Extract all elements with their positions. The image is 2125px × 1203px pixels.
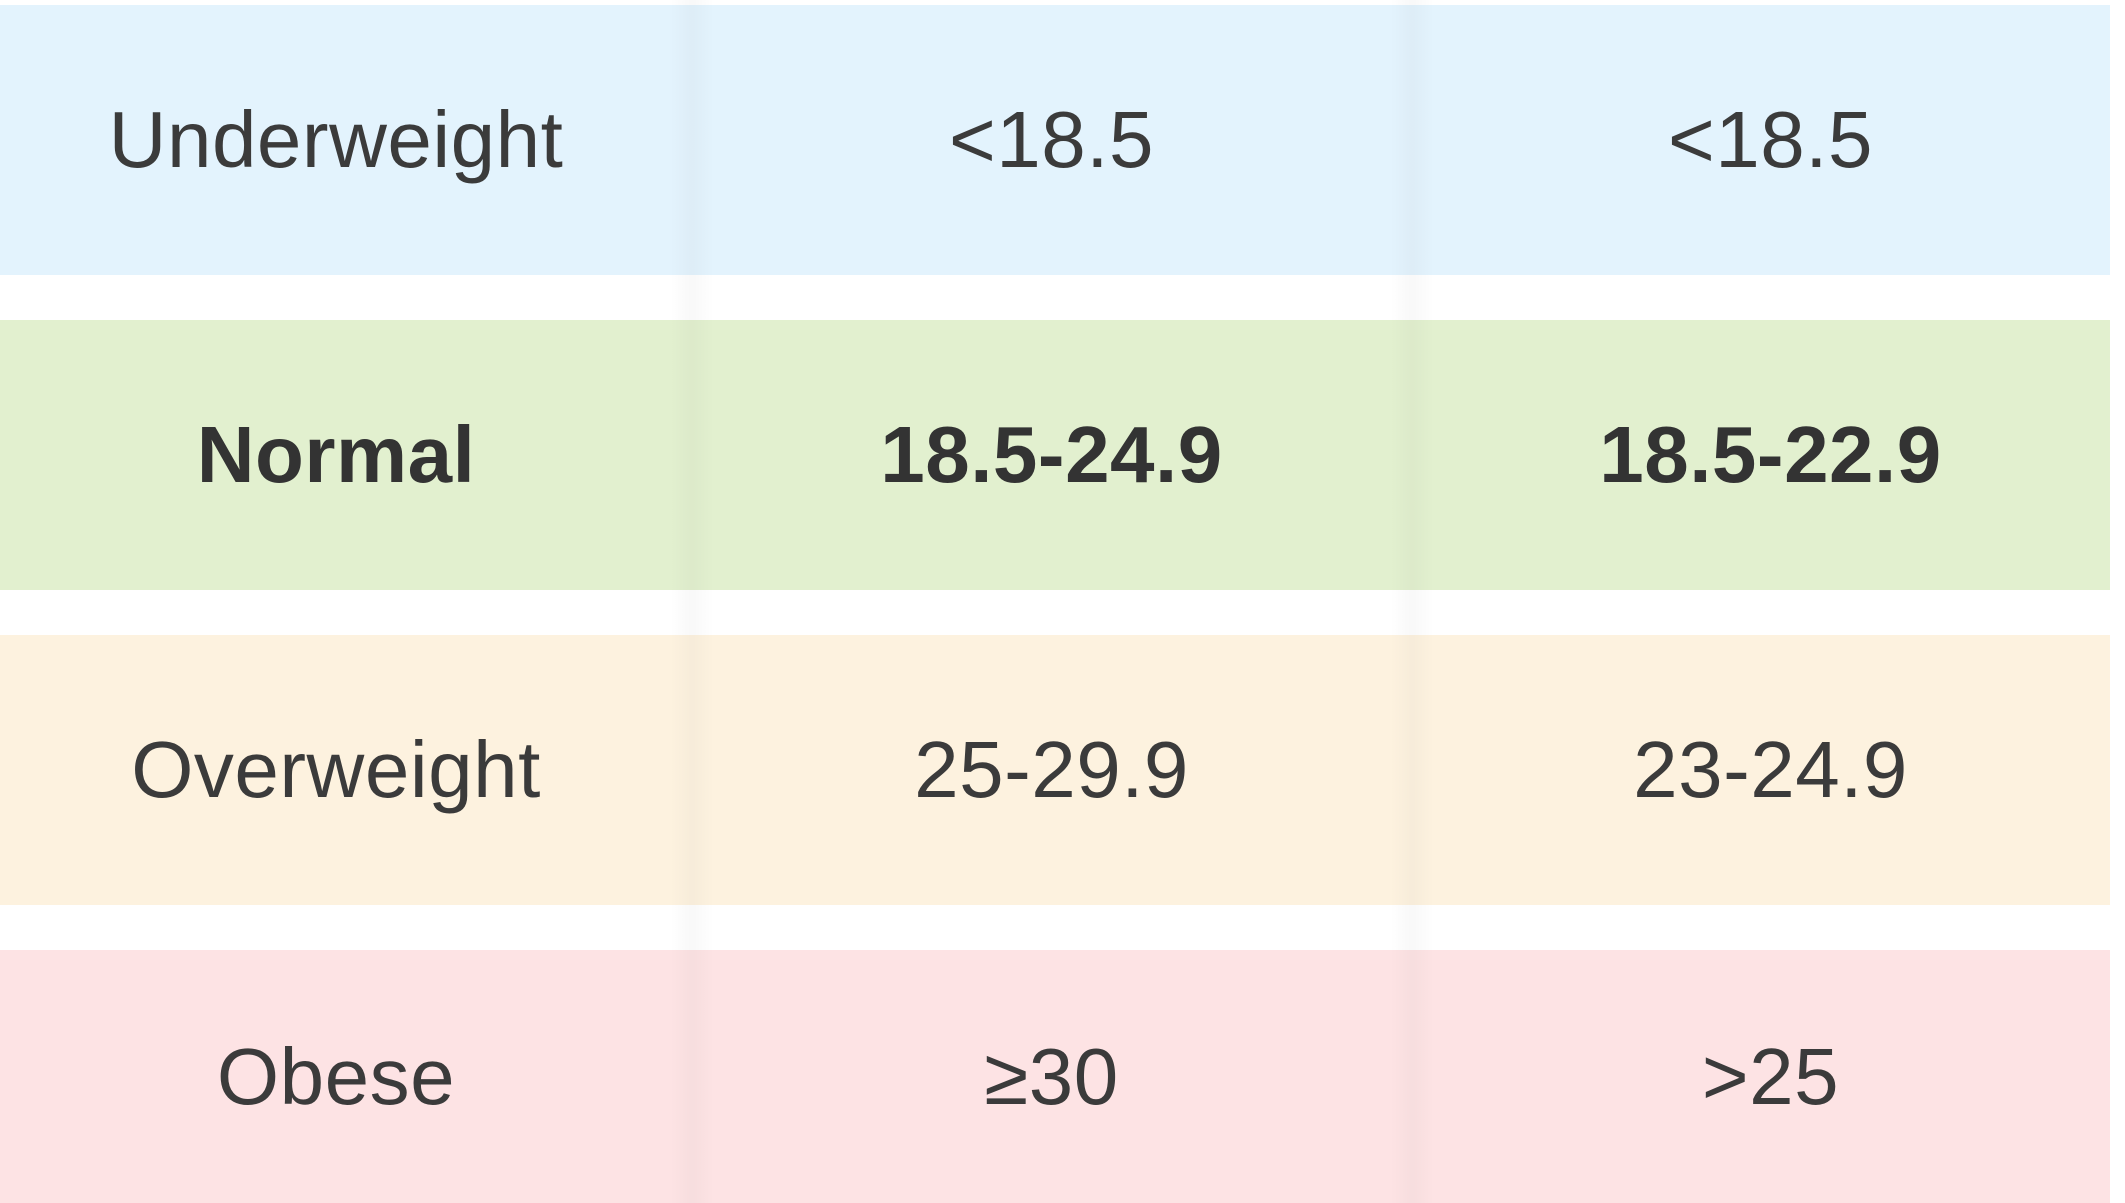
value-cell: <18.5 <box>1668 95 1873 184</box>
value-cell: 25-29.9 <box>914 725 1189 814</box>
table-row-obese: Obese ≥30 >25 <box>0 950 2110 1203</box>
category-cell: Obese <box>216 1031 456 1121</box>
table-row-underweight: Underweight <18.5 <18.5 <box>0 5 2110 275</box>
value-cell: 18.5-24.9 <box>880 410 1223 499</box>
column-gap <box>672 635 713 905</box>
value-cell: 18.5-22.9 <box>1599 410 1942 499</box>
column-gap <box>672 950 713 1203</box>
value-cell: 23-24.9 <box>1633 725 1908 814</box>
column-gap <box>672 5 713 275</box>
value-cell: <18.5 <box>949 95 1154 184</box>
table-row-overweight: Overweight 25-29.9 23-24.9 <box>0 635 2110 905</box>
column-gap <box>1390 950 1431 1203</box>
value-cell: ≥30 <box>984 1031 1119 1121</box>
column-gap <box>1390 635 1431 905</box>
category-cell: Underweight <box>108 95 564 184</box>
category-cell: Normal <box>196 410 476 499</box>
category-cell: Overweight <box>131 725 541 814</box>
column-gap <box>1390 320 1431 590</box>
column-gap <box>672 320 713 590</box>
value-cell: >25 <box>1701 1031 1840 1121</box>
table-row-normal: Normal 18.5-24.9 18.5-22.9 <box>0 320 2110 590</box>
column-gap <box>1390 5 1431 275</box>
